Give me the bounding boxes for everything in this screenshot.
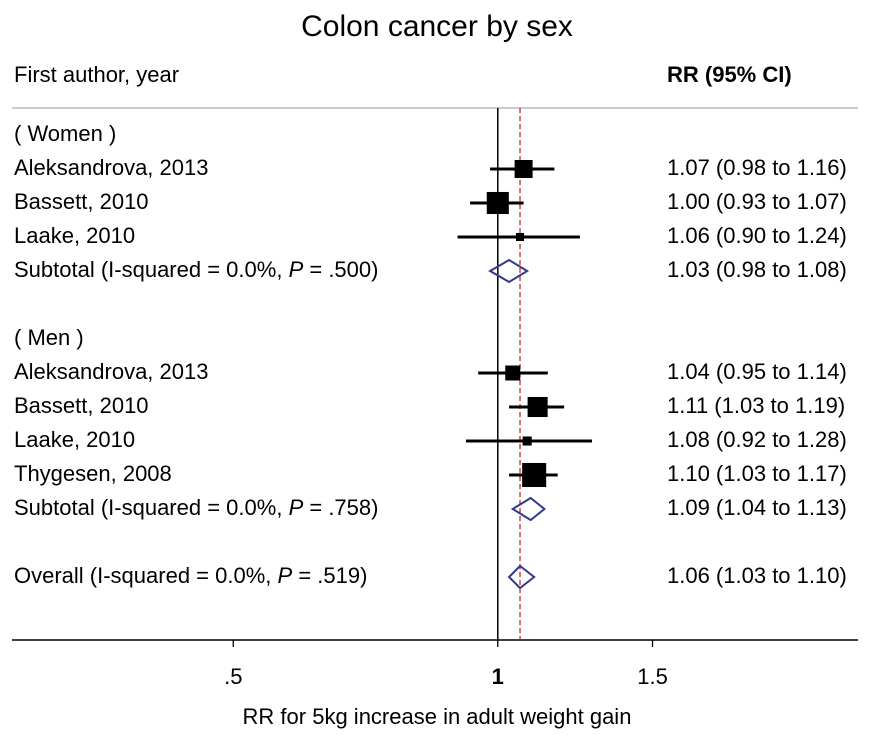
label-part: P: [278, 563, 293, 588]
estimate-label: 1.10 (1.03 to 1.17): [667, 461, 847, 486]
x-tick-label: 1.5: [637, 664, 668, 689]
estimate-label: 1.11 (1.03 to 1.19): [667, 393, 845, 418]
label-part: = .758): [303, 495, 378, 520]
pooled-diamond: [510, 496, 547, 522]
estimate-label: 1.06 (1.03 to 1.10): [667, 563, 847, 588]
group-label: ( Men ): [14, 325, 84, 350]
overall-label: Overall (I-squared = 0.0%, P = .519): [14, 563, 367, 588]
x-axis-label: RR for 5kg increase in adult weight gain: [243, 704, 632, 729]
estimate-label: 1.09 (1.04 to 1.13): [667, 495, 847, 520]
estimate-column-header: RR (95% CI): [667, 62, 792, 87]
study-marker: [527, 396, 548, 418]
label-part: P: [289, 495, 304, 520]
chart-title: Colon cancer by sex: [301, 10, 573, 43]
study-marker: [505, 365, 521, 381]
label-part: Subtotal (I-squared = 0.0%,: [14, 495, 289, 520]
study-column-header: First author, year: [14, 62, 179, 87]
label-part: P: [289, 257, 304, 282]
x-tick-label: 1: [492, 664, 504, 689]
pooled-diamond: [507, 564, 536, 590]
label-part: = .500): [303, 257, 378, 282]
study-marker: [486, 191, 509, 215]
study-label: Thygesen, 2008: [14, 461, 172, 486]
study-marker: [515, 232, 525, 242]
study-marker: [522, 436, 532, 446]
study-marker: [514, 159, 533, 179]
study-label: Aleksandrova, 2013: [14, 155, 208, 180]
study-label: Laake, 2010: [14, 427, 135, 452]
estimate-label: 1.00 (0.93 to 1.07): [667, 189, 847, 214]
x-tick-label: .5: [224, 664, 242, 689]
study-label: Aleksandrova, 2013: [14, 359, 208, 384]
estimate-label: 1.07 (0.98 to 1.16): [667, 155, 847, 180]
study-marker: [522, 462, 547, 488]
estimate-label: 1.06 (0.90 to 1.24): [667, 223, 847, 248]
estimate-label: 1.08 (0.92 to 1.28): [667, 427, 847, 452]
study-label: Laake, 2010: [14, 223, 135, 248]
subtotal-label: Subtotal (I-squared = 0.0%, P = .500): [14, 257, 378, 282]
subtotal-label: Subtotal (I-squared = 0.0%, P = .758): [14, 495, 378, 520]
label-part: Overall (I-squared = 0.0%,: [14, 563, 278, 588]
label-part: = .519): [292, 563, 367, 588]
study-label: Bassett, 2010: [14, 393, 149, 418]
study-label: Bassett, 2010: [14, 189, 149, 214]
group-label: ( Women ): [14, 121, 116, 146]
estimate-label: 1.03 (0.98 to 1.08): [667, 257, 847, 282]
estimate-label: 1.04 (0.95 to 1.14): [667, 359, 847, 384]
label-part: Subtotal (I-squared = 0.0%,: [14, 257, 289, 282]
pooled-diamond: [488, 258, 530, 284]
